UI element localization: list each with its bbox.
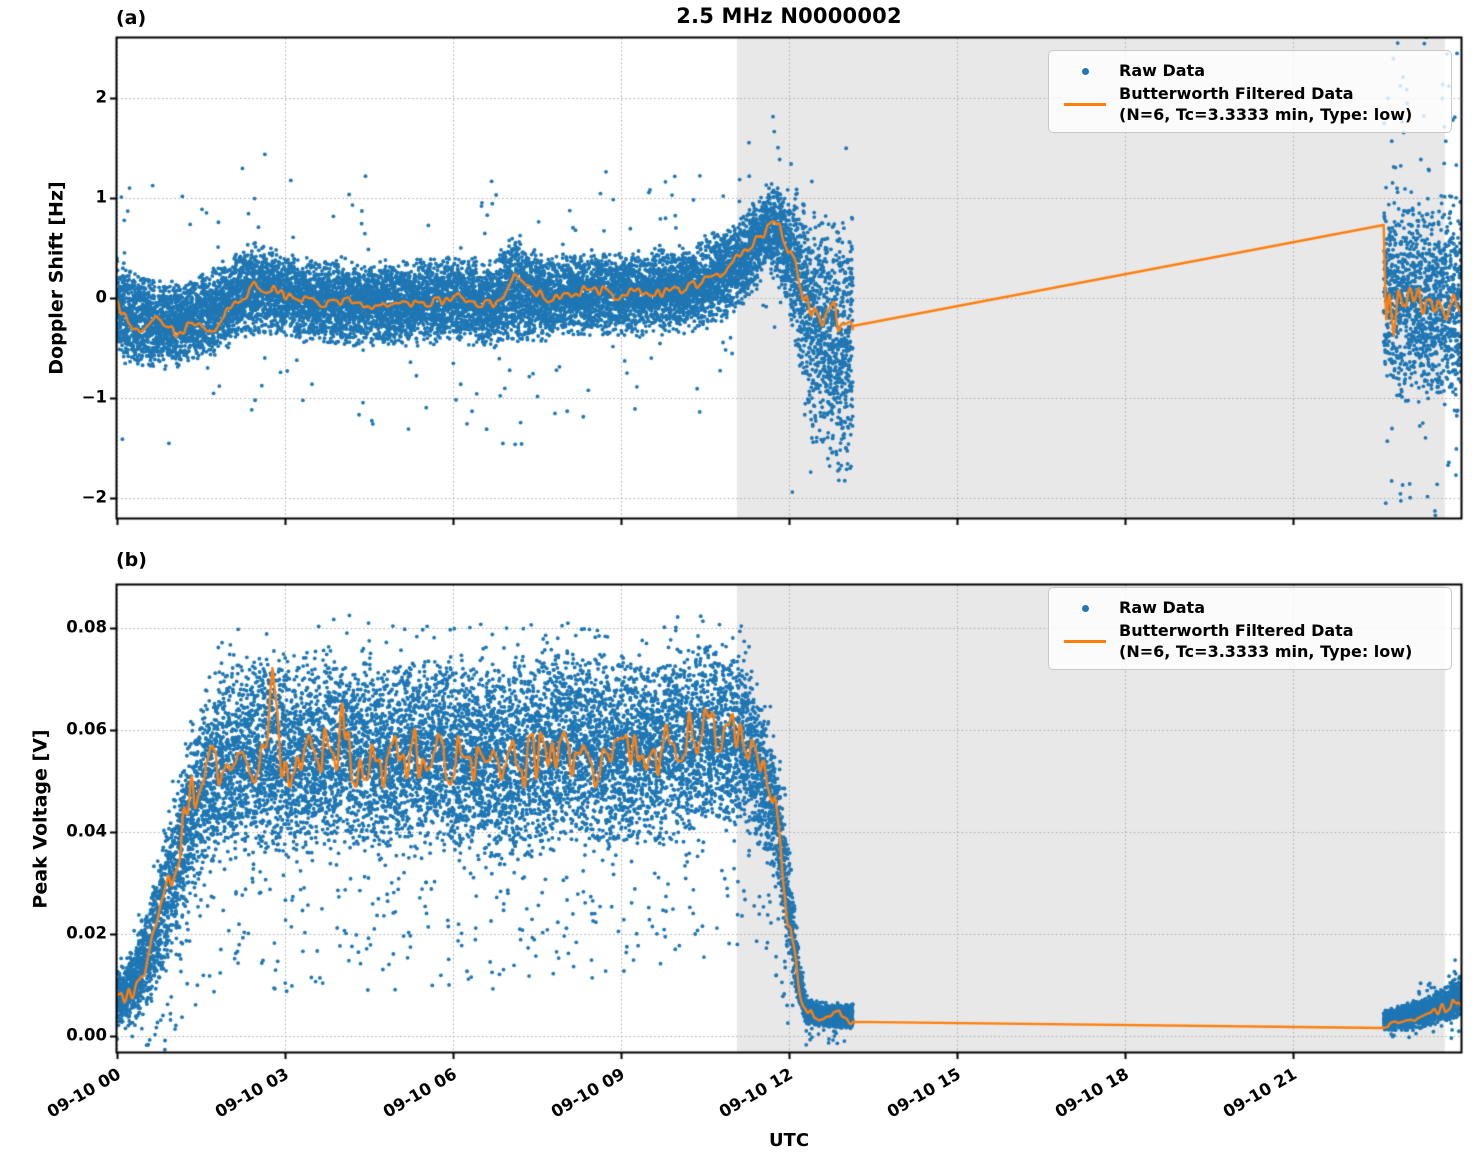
legend-item-raw: Raw Data [1059, 58, 1441, 84]
legend-item-raw: Raw Data [1059, 595, 1441, 621]
filtered-line-marker-icon [1064, 103, 1106, 107]
panel-a-label: (a) [116, 7, 147, 29]
ytick-b-004: 0.04 [66, 821, 107, 841]
ytick-a-m1: −1 [81, 387, 107, 407]
ytick-a-m2: −2 [81, 487, 107, 507]
ytick-b-008: 0.08 [66, 617, 107, 637]
legend-filtered-label: Butterworth Filtered Data (N=6, Tc=3.333… [1119, 84, 1413, 124]
y-axis-label-doppler: Doppler Shift [Hz] [46, 181, 68, 375]
legend-panel-b: Raw Data Butterworth Filtered Data (N=6,… [1048, 587, 1452, 670]
x-axis-label: UTC [768, 1130, 810, 1151]
ytick-a-1: 1 [95, 187, 107, 207]
raw-data-marker-icon [1081, 604, 1089, 612]
raw-data-marker-icon [1081, 67, 1089, 75]
legend-raw-label: Raw Data [1119, 597, 1205, 617]
panel-b-label: (b) [116, 549, 147, 571]
y-axis-label-voltage: Peak Voltage [V] [30, 728, 53, 909]
legend-raw-label: Raw Data [1119, 60, 1205, 80]
legend-item-filtered: Butterworth Filtered Data (N=6, Tc=3.333… [1059, 621, 1441, 663]
figure-title: 2.5 MHz N0000002 [676, 4, 902, 28]
ytick-a-2: 2 [95, 87, 107, 107]
ytick-b-002: 0.02 [66, 923, 107, 943]
legend-panel-a: Raw Data Butterworth Filtered Data (N=6,… [1048, 50, 1452, 133]
ytick-b-006: 0.06 [66, 719, 107, 739]
ytick-a-0: 0 [95, 287, 107, 307]
filtered-line-marker-icon [1064, 640, 1106, 644]
legend-filtered-label: Butterworth Filtered Data (N=6, Tc=3.333… [1119, 621, 1413, 661]
legend-item-filtered: Butterworth Filtered Data (N=6, Tc=3.333… [1059, 84, 1441, 126]
ytick-b-000: 0.00 [66, 1025, 107, 1045]
